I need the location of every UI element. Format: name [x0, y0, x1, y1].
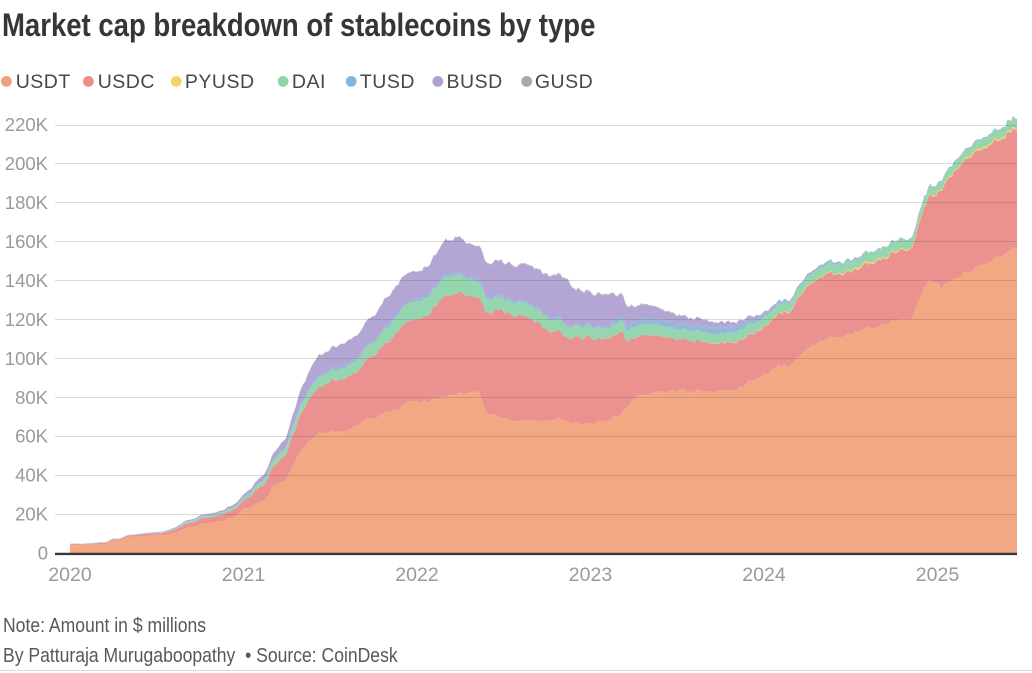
- svg-text:0: 0: [38, 543, 48, 564]
- svg-text:2022: 2022: [395, 564, 438, 586]
- svg-text:PYUSD: PYUSD: [185, 71, 255, 93]
- svg-text:TUSD: TUSD: [360, 71, 415, 93]
- svg-text:200K: 200K: [5, 153, 49, 174]
- svg-text:140K: 140K: [5, 270, 49, 291]
- svg-text:USDT: USDT: [16, 71, 71, 93]
- svg-text:2021: 2021: [222, 564, 265, 586]
- svg-text:BUSD: BUSD: [447, 71, 503, 93]
- svg-text:20K: 20K: [15, 504, 49, 525]
- svg-text:DAI: DAI: [292, 71, 326, 93]
- svg-text:180K: 180K: [5, 192, 49, 213]
- svg-text:2025: 2025: [916, 564, 960, 586]
- svg-text:2020: 2020: [48, 564, 92, 586]
- svg-text:GUSD: GUSD: [535, 71, 593, 93]
- svg-text:160K: 160K: [5, 231, 49, 252]
- svg-text:60K: 60K: [15, 426, 49, 447]
- svg-text:40K: 40K: [15, 465, 49, 486]
- svg-text:2023: 2023: [569, 564, 612, 586]
- svg-text:100K: 100K: [5, 348, 49, 369]
- svg-text:80K: 80K: [15, 387, 49, 408]
- svg-text:USDC: USDC: [98, 71, 155, 93]
- svg-text:120K: 120K: [5, 309, 49, 330]
- svg-text:220K: 220K: [5, 114, 49, 135]
- svg-text:2024: 2024: [742, 564, 786, 586]
